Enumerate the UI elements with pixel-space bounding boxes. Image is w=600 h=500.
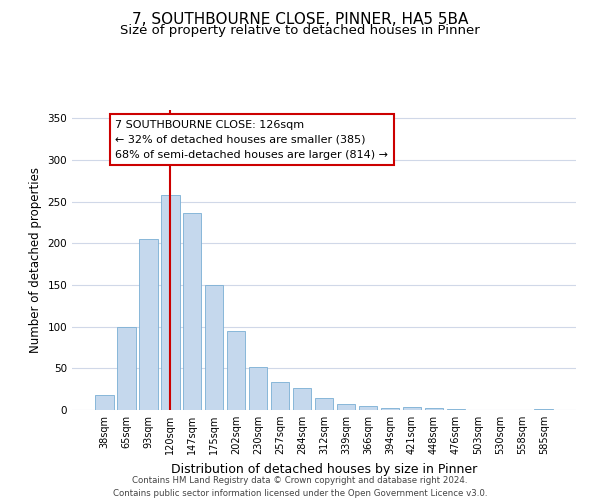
- Bar: [293, 388, 311, 410]
- Bar: [337, 404, 355, 410]
- Bar: [359, 406, 377, 410]
- Bar: [161, 195, 179, 410]
- Y-axis label: Number of detached properties: Number of detached properties: [29, 167, 42, 353]
- Bar: [446, 409, 465, 410]
- Bar: [314, 398, 334, 410]
- Bar: [535, 409, 553, 410]
- Bar: [117, 326, 136, 410]
- Text: Contains HM Land Registry data © Crown copyright and database right 2024.
Contai: Contains HM Land Registry data © Crown c…: [113, 476, 487, 498]
- Bar: [205, 285, 223, 410]
- Text: 7 SOUTHBOURNE CLOSE: 126sqm
← 32% of detached houses are smaller (385)
68% of se: 7 SOUTHBOURNE CLOSE: 126sqm ← 32% of det…: [115, 120, 388, 160]
- Bar: [139, 239, 158, 410]
- Bar: [183, 214, 202, 410]
- Bar: [95, 395, 113, 410]
- Bar: [380, 408, 399, 410]
- Bar: [227, 331, 245, 410]
- Bar: [249, 366, 268, 410]
- Text: 7, SOUTHBOURNE CLOSE, PINNER, HA5 5BA: 7, SOUTHBOURNE CLOSE, PINNER, HA5 5BA: [132, 12, 468, 28]
- Bar: [403, 406, 421, 410]
- Bar: [271, 382, 289, 410]
- Text: Size of property relative to detached houses in Pinner: Size of property relative to detached ho…: [120, 24, 480, 37]
- Bar: [425, 408, 443, 410]
- X-axis label: Distribution of detached houses by size in Pinner: Distribution of detached houses by size …: [171, 462, 477, 475]
